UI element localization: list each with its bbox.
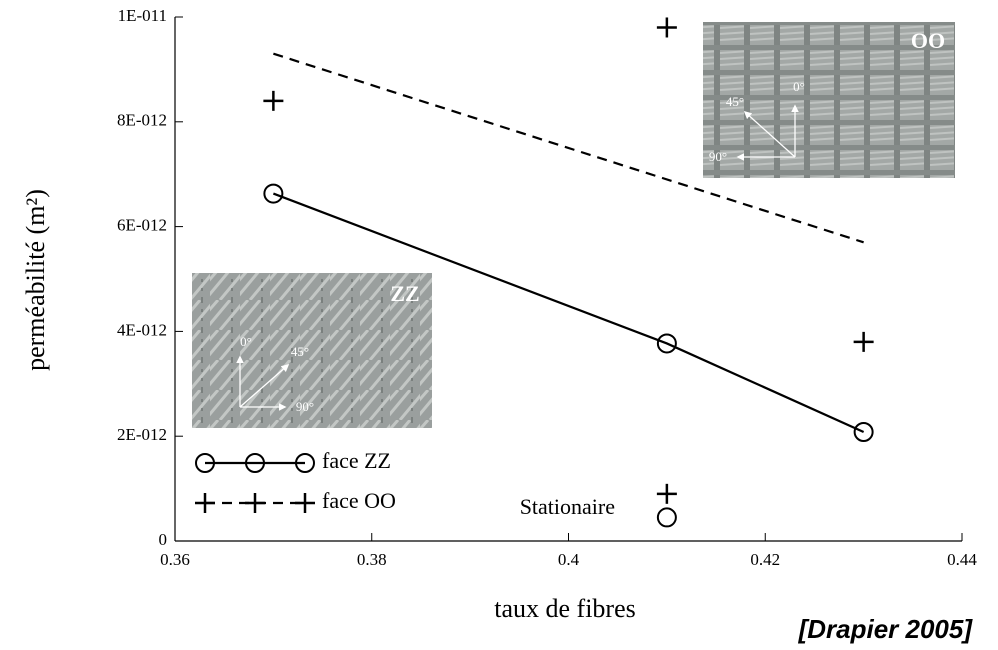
inset-title: ZZ	[390, 281, 419, 306]
y-tick-label: 0	[159, 530, 168, 549]
angle-label: 0°	[240, 334, 252, 349]
inset-oo: OO 0° 45° 90°	[703, 22, 955, 178]
y-tick-label: 8E-012	[117, 111, 167, 130]
angle-label: 0°	[793, 79, 805, 94]
x-tick-label: 0.44	[947, 550, 977, 569]
data-point	[263, 91, 283, 111]
x-tick-label: 0.36	[160, 550, 190, 569]
x-tick-label: 0.42	[750, 550, 780, 569]
chart: OO 0° 45° 90° ZZ 0° 45° 90° perméabilité…	[0, 0, 998, 650]
y-tick-label: 6E-012	[117, 216, 167, 235]
citation: [Drapier 2005]	[798, 614, 974, 644]
inset-zz: ZZ 0° 45° 90°	[192, 273, 432, 428]
legend-marker	[195, 493, 215, 513]
x-tick-label: 0.4	[558, 550, 580, 569]
legend-marker	[245, 493, 265, 513]
circle-marker	[658, 508, 676, 526]
stationary-point	[657, 484, 677, 504]
legend-label: face ZZ	[322, 448, 391, 473]
y-tick-label: 4E-012	[117, 320, 167, 339]
stationary-label: Stationaire	[520, 494, 615, 519]
y-tick-label: 2E-012	[117, 425, 167, 444]
angle-label: 90°	[709, 149, 727, 164]
stationary-point	[658, 508, 676, 526]
data-point	[854, 332, 874, 352]
y-axis-title: perméabilité (m²)	[21, 189, 50, 371]
angle-label: 45°	[726, 94, 744, 109]
x-tick-label: 0.38	[357, 550, 387, 569]
x-axis-title: taux de fibres	[494, 594, 636, 623]
angle-label: 90°	[296, 399, 314, 414]
legend-label: face OO	[322, 488, 396, 513]
angle-label: 45°	[291, 344, 309, 359]
data-point	[657, 17, 677, 37]
legend-marker	[295, 493, 315, 513]
y-tick-label: 1E-011	[118, 6, 167, 25]
inset-title: OO	[911, 28, 945, 53]
